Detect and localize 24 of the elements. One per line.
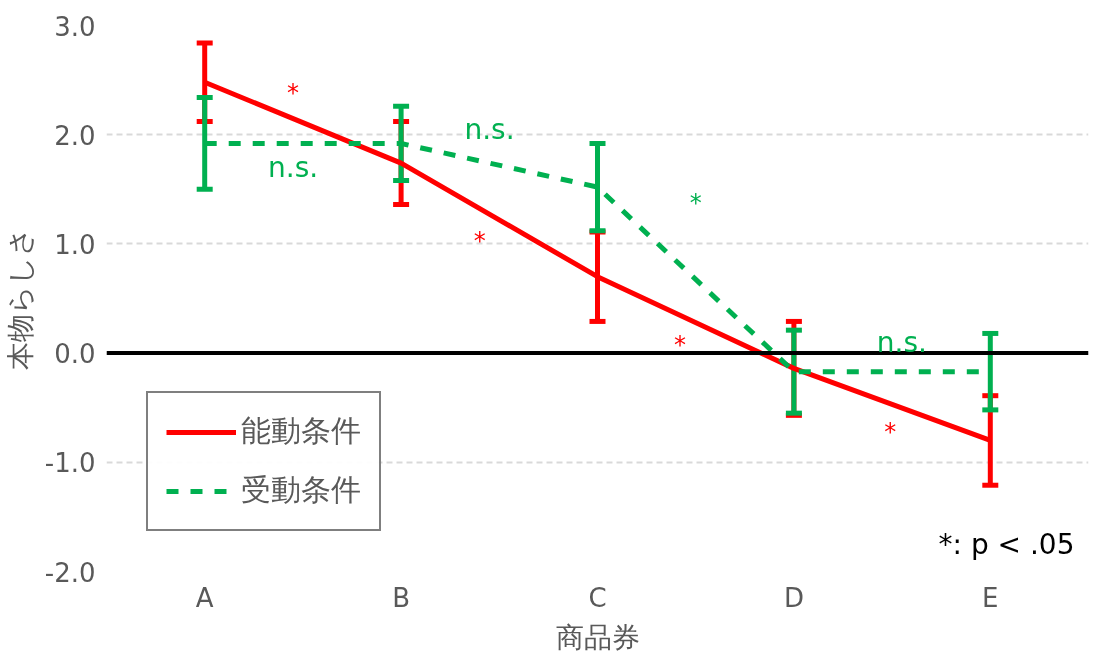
annotation: *: p < .05 (938, 527, 1075, 561)
annotation: n.s. (876, 325, 927, 359)
x-tick-label: D (783, 582, 804, 613)
y-tick-label: -1.0 (44, 448, 96, 479)
x-tick-label: C (588, 582, 607, 613)
annotation: * (884, 417, 897, 446)
y-tick-label: 0.0 (54, 339, 96, 370)
annotation: * (473, 226, 486, 255)
x-tick-label: A (195, 582, 214, 613)
legend-label: 受動条件 (241, 471, 361, 509)
y-axis-title: 本物らしさ (3, 227, 37, 370)
x-tick-label: B (392, 582, 411, 613)
annotation: n.s. (464, 112, 515, 146)
x-tick-label: E (982, 582, 999, 613)
annotation: * (673, 330, 686, 359)
y-tick-label: 2.0 (54, 120, 96, 151)
legend-label: 能動条件 (241, 412, 361, 450)
annotation: n.s. (268, 150, 319, 184)
y-tick-label: 3.0 (54, 11, 96, 42)
x-axis-title: 商品券 (555, 620, 640, 654)
y-tick-label: 1.0 (54, 229, 96, 260)
annotation: * (287, 79, 300, 108)
annotation: * (689, 188, 702, 217)
y-tick-label: -2.0 (44, 557, 96, 588)
